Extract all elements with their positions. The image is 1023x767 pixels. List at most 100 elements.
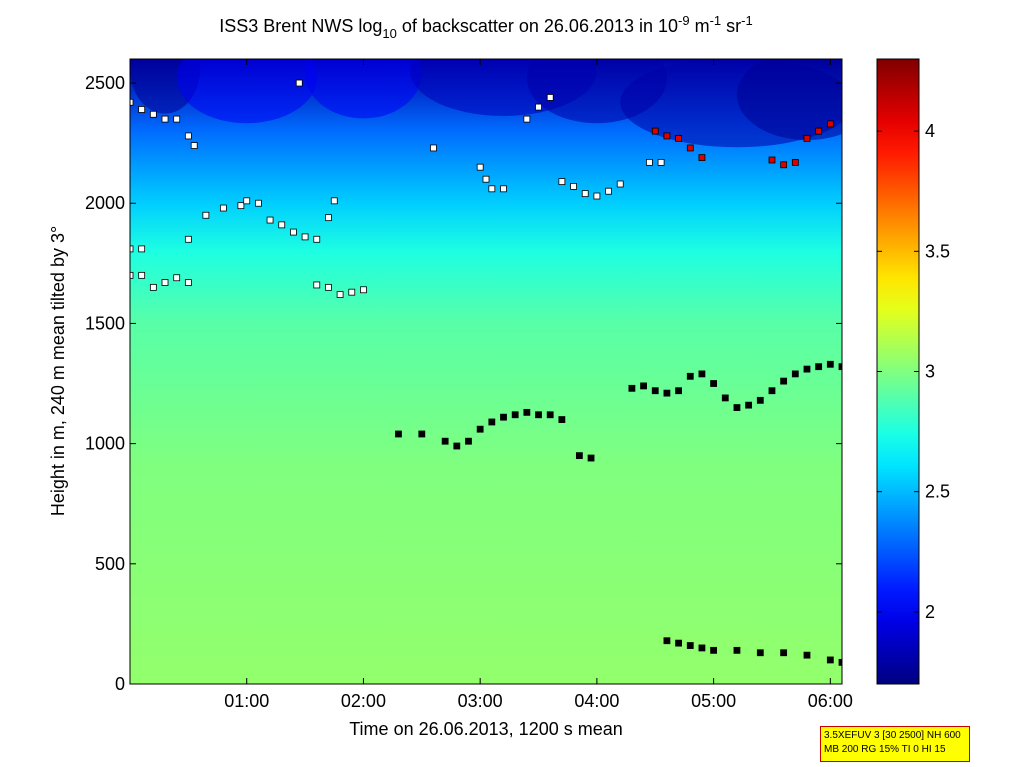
marker-point [745,401,753,409]
colorbar-tick-label: 2 [925,602,935,622]
y-tick-label: 2000 [85,193,125,213]
marker-point [826,360,834,368]
marker-point [149,110,157,118]
y-tick-label: 1000 [85,434,125,454]
marker-point [138,245,146,253]
chart-title: ISS3 Brent NWS log10 of backscatter on 2… [219,13,752,41]
y-tick-label: 1500 [85,313,125,333]
marker-point [453,442,461,450]
marker-point [184,132,192,140]
marker-point [675,639,682,647]
marker-point [675,134,682,142]
marker-point [581,190,589,198]
title-part-2: of backscatter on 26.06.2013 in 10 [397,16,678,36]
marker-point [593,192,601,200]
marker-point [546,94,554,101]
marker-point [756,649,764,657]
marker-point [535,103,542,111]
marker-point [605,187,612,195]
colorbar-tick-label: 3 [925,362,935,382]
colorbar [876,58,920,685]
marker-point [815,127,823,135]
y-tick-label: 500 [95,554,125,574]
marker-point [395,430,402,438]
colorbar-tick-label: 3.5 [925,241,950,261]
marker-point [500,413,507,421]
marker-point [290,228,297,236]
marker-point [558,416,566,423]
marker-point [184,279,192,286]
marker-point [184,235,192,243]
marker-point [803,651,811,659]
plot-frame [129,58,843,685]
marker-point [838,658,842,666]
marker-point [313,235,321,243]
marker-point [488,418,496,426]
marker-point [488,185,496,193]
marker-point [803,134,811,142]
marker-point [336,291,344,298]
marker-point [733,646,741,654]
marker-point [173,115,181,123]
marker-point [686,144,694,152]
marker-point [575,452,583,460]
y-tick-label: 0 [115,674,125,694]
marker-point [295,79,303,87]
marker-point [721,394,729,402]
marker-point [791,370,799,378]
marker-point [570,183,577,190]
marker-point [138,106,146,113]
marker-point [500,185,507,193]
marker-point [640,382,647,390]
marker-point [313,281,321,289]
marker-point [698,370,706,378]
title-part-0: ISS3 Brent NWS log [219,16,382,36]
x-tick-label: 03:00 [458,691,503,711]
marker-point [710,646,718,654]
marker-point [675,387,682,395]
marker-point [710,380,718,387]
marker-point [657,158,665,166]
marker-point [780,161,788,169]
marker-point [149,283,157,291]
marker-point [325,283,332,291]
info-line-2: MB 200 RG 15% TI 0 HI 15 [824,744,946,755]
x-tick-label: 04:00 [574,691,619,711]
marker-point [791,158,799,166]
x-axis-label: Time on 26.06.2013, 1200 s mean [349,719,623,739]
title-part-6: sr [721,16,741,36]
marker-point [733,404,741,411]
marker-point [815,363,823,371]
marker-point [663,132,671,140]
marker-point [663,389,671,397]
marker-point [663,637,671,645]
marker-point [254,199,262,207]
marker-point [190,142,198,149]
marker-point [243,197,251,205]
marker-point [330,197,338,205]
marker-point [826,120,834,128]
marker-point [301,233,309,241]
marker-point [756,396,764,404]
marker-point [686,642,694,649]
marker-point [278,221,286,229]
marker-point [780,649,788,657]
colorbar-tick-label: 4 [925,121,935,141]
title-part-5: -1 [710,13,722,28]
marker-point [348,288,356,296]
marker-point [476,425,484,433]
marker-point [173,274,181,282]
marker-point [558,178,566,185]
marker-point [202,211,210,219]
x-tick-label: 06:00 [808,691,853,711]
y-axis-label: Height in m, 240 m mean tilted by 3° [48,226,68,516]
x-tick-label: 01:00 [224,691,269,711]
heatmap-field [130,59,842,684]
info-box: 3.5XEFUV 3 [30 2500] NH 600 MB 200 RG 15… [820,726,970,762]
marker-point [698,644,706,652]
colorbar-tick-label: 2.5 [925,482,950,502]
marker-point [616,180,624,188]
marker-point [838,363,842,371]
marker-point [418,430,426,438]
